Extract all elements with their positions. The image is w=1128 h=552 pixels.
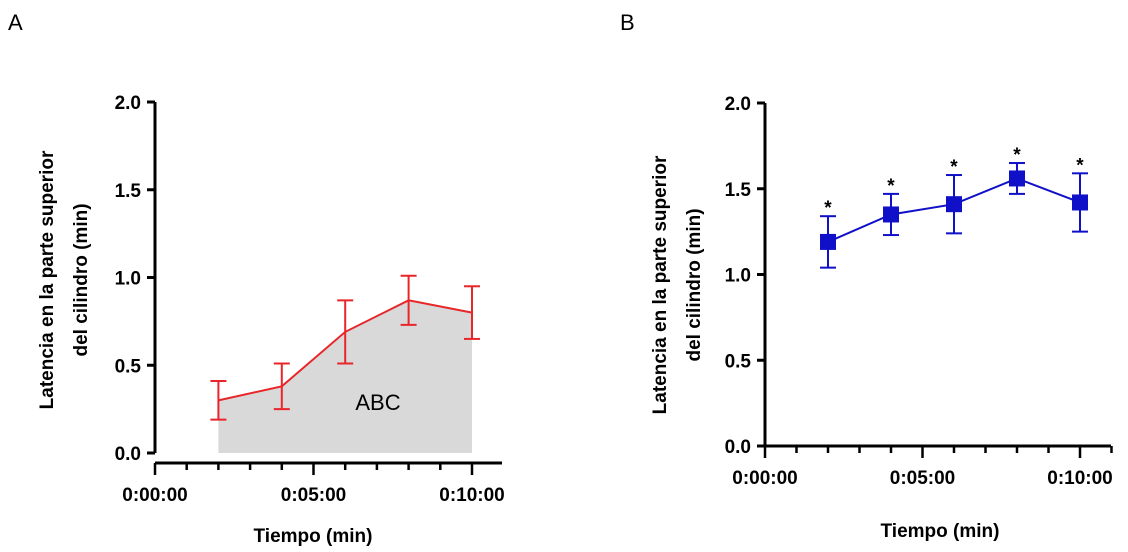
b-x-tick-label: 0:00:00 [732, 468, 798, 489]
a-y-tick-label: 0.0 [115, 444, 141, 465]
panel-a-y-axis-title-line2: del cilindro (min) [71, 203, 92, 356]
b-x-tick-label: 0:05:00 [890, 468, 956, 489]
panel-a-line [218, 299, 473, 402]
a-y-tick-label: 2.0 [115, 93, 141, 114]
panel-b-axes: 0.0 0.5 1.0 1.5 2.0 0:00:00 0:05:00 0:10:00 [725, 94, 1113, 489]
panel-a-area-label: ABC [355, 390, 400, 415]
panel-b-x-axis-title: Tiempo (min) [881, 521, 1000, 542]
panel-b-significance-star: * [887, 176, 895, 197]
panel-a-x-axis-title: Tiempo (min) [254, 526, 373, 547]
panel-b-markers [820, 170, 1088, 250]
panel-b-significance-star: * [1076, 155, 1084, 176]
a-y-tick-label: 1.0 [115, 269, 141, 290]
panel-a-letter: A [8, 10, 23, 35]
panel-b-errorbars [820, 162, 1088, 269]
b-y-tick-label: 2.0 [725, 94, 751, 115]
panel-b-y-axis-title-line2: del cilindro (min) [684, 208, 705, 361]
b-x-tick-label: 0:10:00 [1047, 468, 1113, 489]
a-x-tick-label: 0:05:00 [281, 485, 347, 506]
panel-a-y-axis-title-line1: Latencia en la parte superior [37, 150, 58, 409]
panel-a-area-fill [218, 300, 472, 453]
a-y-tick-label: 0.5 [115, 356, 142, 377]
b-y-tick-label: 1.0 [725, 266, 751, 287]
panel-a: ABC 0.0 0.5 1.0 1.5 2.0 0:00:00 0:05:00 0:10:00… [37, 93, 505, 547]
panel-b-marker-square [1009, 170, 1025, 187]
panel-b-significance-star: * [1013, 145, 1021, 166]
b-y-tick-label: 0.5 [725, 351, 752, 372]
b-y-tick-label: 0.0 [725, 437, 751, 458]
a-x-tick-label: 0:00:00 [122, 485, 188, 506]
panel-b-significance-star: * [824, 198, 832, 219]
panel-a-area [218, 300, 472, 453]
panel-b-letter: B [620, 10, 635, 35]
panel-b-marker-square [946, 196, 962, 213]
panel-b-marker-square [820, 233, 836, 250]
panel-b: * * * * * 0.0 0.5 1.0 1.5 2.0 0:00:00 0:05:00 0:10:… [650, 94, 1113, 542]
a-x-tick-label: 0:10:00 [439, 485, 505, 506]
panel-b-marker-square [883, 206, 899, 223]
panel-b-y-axis-title-line1: Latencia en la parte superior [650, 155, 671, 414]
panel-b-significance: * * * * * [824, 145, 1084, 219]
panel-a-series-line [218, 299, 473, 402]
b-y-tick-label: 1.5 [725, 180, 752, 201]
panel-b-significance-star: * [950, 157, 958, 178]
a-y-tick-label: 1.5 [115, 181, 142, 202]
panel-a-axes: 0.0 0.5 1.0 1.5 2.0 0:00:00 0:05:00 0:10:00 [115, 93, 505, 506]
panel-b-marker-square [1072, 194, 1088, 211]
